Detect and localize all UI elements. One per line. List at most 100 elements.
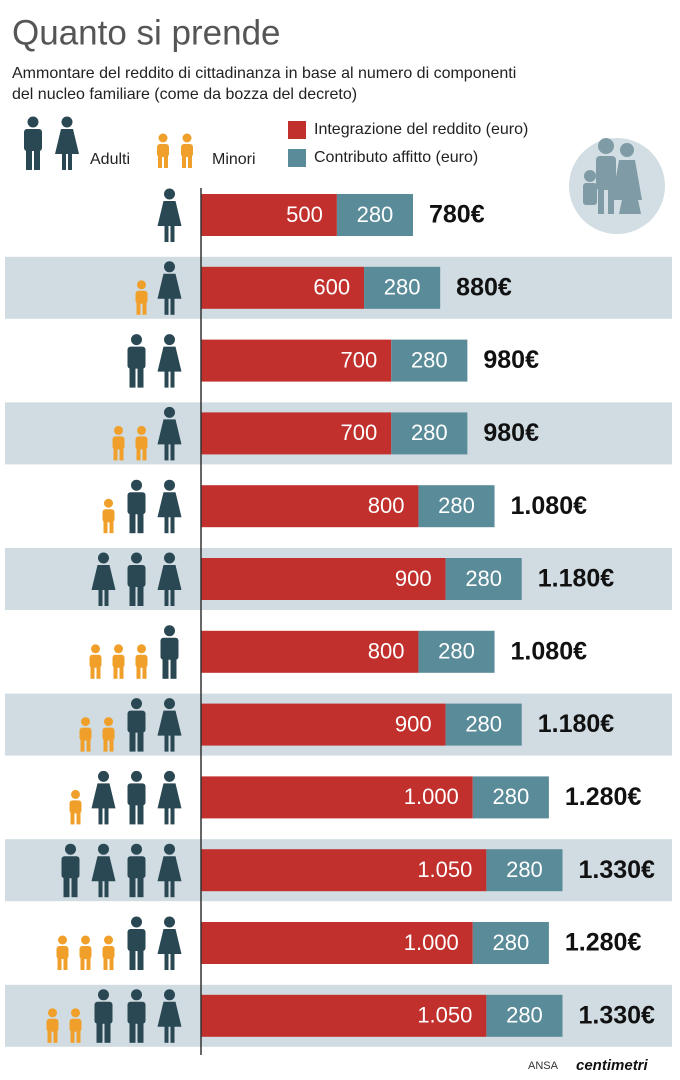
icon-part bbox=[170, 225, 175, 242]
household-icons bbox=[102, 479, 182, 534]
icon-part bbox=[164, 334, 175, 346]
icon-part bbox=[157, 783, 182, 809]
icon-part bbox=[91, 783, 116, 809]
icon-part bbox=[164, 589, 169, 606]
household-icons bbox=[127, 334, 182, 388]
icon-part bbox=[127, 783, 146, 806]
icon-part bbox=[129, 512, 136, 534]
icon-part bbox=[113, 666, 118, 679]
bar-segment bbox=[391, 412, 468, 455]
bar-segment bbox=[486, 994, 563, 1037]
total-label: 880€ bbox=[456, 273, 512, 301]
icon-part bbox=[164, 261, 175, 273]
value-label: 280 bbox=[465, 711, 502, 736]
icon-part bbox=[137, 949, 144, 970]
value-label: 280 bbox=[492, 784, 529, 809]
icon-part bbox=[48, 1008, 57, 1018]
bar-segment bbox=[486, 849, 563, 892]
icon-part bbox=[129, 803, 136, 825]
icon-part bbox=[162, 657, 169, 679]
icon-part bbox=[164, 479, 175, 491]
icon-part bbox=[129, 366, 136, 388]
bar-segment bbox=[201, 412, 392, 455]
subtitle: Ammontare del reddito di cittadinanza in… bbox=[12, 65, 516, 82]
icon-part bbox=[79, 727, 92, 741]
icon-part bbox=[157, 144, 169, 157]
icon-part bbox=[142, 448, 147, 461]
total-label: 1.280€ bbox=[565, 929, 642, 957]
icon-part bbox=[94, 1001, 113, 1024]
icon-part bbox=[81, 717, 90, 727]
bar-segment bbox=[201, 339, 392, 382]
value-label: 280 bbox=[438, 639, 475, 664]
people-legend bbox=[24, 116, 193, 170]
bar-segment bbox=[336, 194, 414, 236]
value-label: 280 bbox=[384, 275, 421, 300]
value-label: 1.050 bbox=[417, 857, 472, 882]
legend-label: Contributo affitto (euro) bbox=[314, 149, 478, 166]
icon-part bbox=[127, 492, 146, 515]
icon-part bbox=[136, 448, 141, 461]
icon-part bbox=[86, 958, 91, 970]
bar-segment bbox=[364, 266, 441, 309]
icon-part bbox=[135, 436, 148, 450]
total-label: 980€ bbox=[483, 419, 539, 447]
icon-part bbox=[164, 225, 169, 242]
icon-part bbox=[104, 807, 109, 825]
icon-part bbox=[131, 334, 142, 346]
icon-part bbox=[104, 1021, 111, 1043]
icon-part bbox=[70, 1030, 75, 1043]
icon-part bbox=[158, 133, 168, 143]
household-icons bbox=[61, 843, 182, 898]
icon-part bbox=[164, 1025, 169, 1043]
household-icons bbox=[56, 916, 182, 970]
icon-part bbox=[90, 666, 95, 679]
total-label: 1.280€ bbox=[565, 783, 642, 811]
icon-part bbox=[137, 425, 146, 435]
icon-part bbox=[164, 953, 169, 970]
icon-part bbox=[131, 989, 142, 1001]
icon-part bbox=[127, 1001, 146, 1024]
value-label: 280 bbox=[506, 857, 543, 882]
icon-part bbox=[164, 734, 169, 752]
icon-part bbox=[71, 876, 78, 898]
icon-part bbox=[164, 880, 169, 898]
icon-part bbox=[24, 129, 42, 151]
icon-part bbox=[181, 144, 193, 157]
icon-part bbox=[79, 946, 92, 959]
bar-segment bbox=[201, 630, 419, 673]
icon-part bbox=[71, 789, 80, 799]
icon-part bbox=[91, 565, 116, 590]
icon-part bbox=[65, 843, 76, 855]
icon-part bbox=[104, 498, 113, 508]
brand: centimetri bbox=[576, 1057, 649, 1074]
value-label: 280 bbox=[438, 493, 475, 518]
icon-part bbox=[86, 739, 91, 752]
icon-part bbox=[131, 916, 142, 928]
icon-part bbox=[131, 698, 142, 710]
icon-part bbox=[89, 654, 102, 668]
value-label: 280 bbox=[357, 202, 394, 227]
icon-part bbox=[69, 1018, 82, 1032]
icon-part bbox=[142, 666, 147, 679]
icon-part bbox=[71, 1008, 80, 1018]
icon-part bbox=[170, 589, 175, 606]
icon-part bbox=[137, 1021, 144, 1043]
icon-part bbox=[157, 929, 182, 954]
icon-part bbox=[98, 770, 109, 782]
icon-part bbox=[76, 1030, 81, 1043]
icon-part bbox=[102, 509, 115, 523]
icon-part bbox=[129, 1021, 136, 1043]
icon-part bbox=[137, 585, 144, 606]
icon-part bbox=[157, 419, 182, 445]
icon-part bbox=[62, 153, 66, 170]
icon-part bbox=[56, 946, 69, 959]
icon-part bbox=[80, 739, 85, 752]
icon-part bbox=[164, 916, 175, 928]
icon-part bbox=[131, 479, 142, 491]
icon-part bbox=[70, 812, 75, 825]
icon-part bbox=[170, 734, 175, 752]
icon-part bbox=[157, 1001, 182, 1027]
icon-part bbox=[157, 492, 182, 518]
icon-part bbox=[98, 843, 109, 855]
